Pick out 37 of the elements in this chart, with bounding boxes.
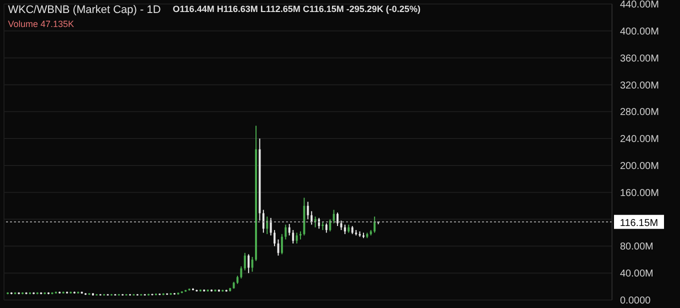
y-tick-label: 200.00M [620, 161, 659, 172]
candlestick [274, 230, 276, 247]
candlestick [244, 252, 246, 271]
chart-title: WKC/WBNB (Market Cap) - 1D [8, 4, 161, 16]
y-tick-label: 40.00M [620, 268, 654, 280]
candlestick [270, 217, 272, 236]
candlestick [325, 222, 328, 234]
candlestick [277, 238, 280, 256]
candlestick [336, 212, 339, 226]
candlestick [280, 234, 283, 255]
ref-line-label: 116.15M [620, 218, 658, 229]
y-tick-label: 320.00M [620, 80, 659, 92]
candlestick [288, 223, 290, 236]
candlestick [284, 224, 287, 240]
candlestick [340, 220, 342, 231]
candlestick [240, 266, 242, 279]
y-tick-label: 240.00M [620, 134, 659, 146]
candlestick [296, 232, 298, 244]
y-tick-label: 160.00M [620, 188, 659, 199]
annotation: O116.44M H116.63M L112.65M C116.15M -295.29K (-0.25%) [172, 4, 420, 16]
candlestick [344, 224, 346, 235]
y-tick-label: 280.00M [620, 107, 659, 118]
candlestick [306, 201, 309, 220]
y-tick-label: 80.00M [620, 242, 654, 253]
candlestick [292, 230, 294, 244]
candlestick [310, 210, 313, 226]
candlestick [374, 216, 376, 234]
y-tick-label: 400.00M [620, 26, 659, 38]
candlestick [251, 256, 254, 272]
y-tick-label: 360.00M [620, 53, 659, 64]
annotation: Volume 47.135K [8, 19, 74, 29]
y-tick-label: 440.00M [620, 0, 659, 11]
candlestick [248, 254, 250, 274]
candlestick [329, 218, 332, 232]
y-tick-label: 0.0000 [620, 296, 652, 307]
candlestick [262, 209, 264, 234]
candlestick [332, 209, 335, 224]
